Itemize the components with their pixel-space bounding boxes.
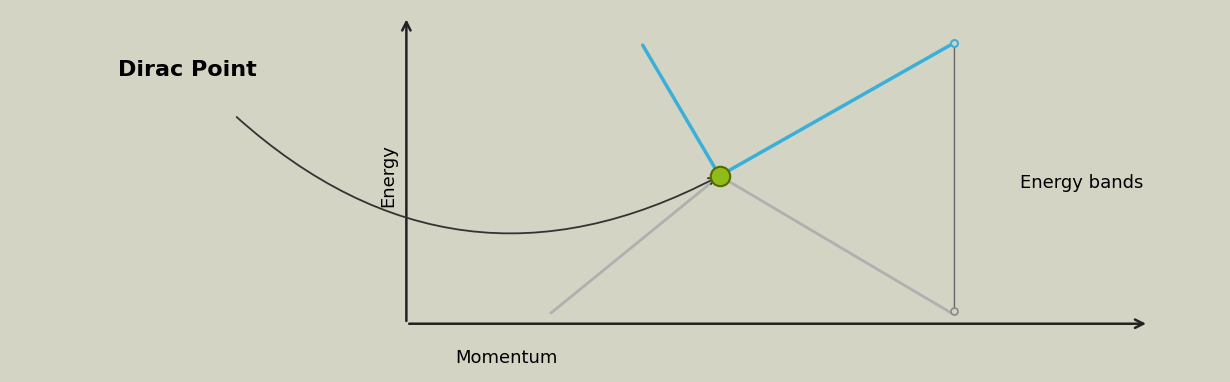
Text: Dirac Point: Dirac Point bbox=[118, 60, 257, 80]
Text: Energy: Energy bbox=[379, 144, 397, 207]
Text: Energy bands: Energy bands bbox=[1020, 175, 1144, 193]
Text: Momentum: Momentum bbox=[455, 349, 558, 367]
